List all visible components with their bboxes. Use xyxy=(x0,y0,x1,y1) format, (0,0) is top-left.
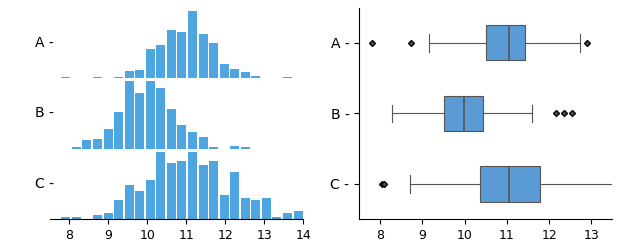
Bar xyxy=(146,49,155,78)
Bar xyxy=(104,129,112,149)
PathPatch shape xyxy=(486,25,526,60)
Y-axis label: C -: C - xyxy=(35,177,54,191)
Bar xyxy=(167,30,176,78)
Bar xyxy=(93,139,102,149)
Bar xyxy=(241,72,250,78)
Bar xyxy=(177,32,186,78)
Bar xyxy=(188,152,197,219)
Bar xyxy=(177,161,186,219)
Bar xyxy=(230,172,239,219)
Bar xyxy=(146,81,155,149)
Bar xyxy=(188,132,197,149)
Bar xyxy=(167,163,176,219)
Bar xyxy=(135,70,144,78)
Bar xyxy=(199,35,208,78)
Bar xyxy=(262,198,271,219)
Bar xyxy=(146,180,155,219)
Bar xyxy=(220,64,229,78)
Bar xyxy=(61,217,71,219)
Y-axis label: B -: B - xyxy=(35,106,54,120)
Bar xyxy=(114,112,123,149)
Bar xyxy=(283,77,292,78)
Bar xyxy=(272,217,281,219)
Bar xyxy=(82,140,91,149)
Bar xyxy=(230,69,239,78)
Bar xyxy=(135,191,144,219)
Bar xyxy=(177,125,186,149)
Bar xyxy=(72,217,81,219)
Bar xyxy=(209,161,218,219)
Bar xyxy=(93,77,102,78)
Y-axis label: A -: A - xyxy=(35,36,54,50)
Bar xyxy=(241,147,250,149)
Bar xyxy=(167,109,176,149)
Bar xyxy=(283,213,292,219)
Bar xyxy=(294,211,302,219)
Bar xyxy=(156,88,166,149)
Bar xyxy=(114,77,123,78)
Bar xyxy=(93,215,102,219)
Bar xyxy=(104,213,112,219)
Bar xyxy=(230,146,239,149)
Bar xyxy=(156,45,166,78)
Bar xyxy=(61,77,71,78)
Bar xyxy=(125,81,134,149)
Bar xyxy=(188,11,197,78)
Bar xyxy=(209,43,218,78)
Bar xyxy=(114,200,123,219)
PathPatch shape xyxy=(444,96,483,131)
Bar xyxy=(199,138,208,149)
PathPatch shape xyxy=(481,166,540,202)
Bar xyxy=(251,76,261,78)
Bar xyxy=(251,200,261,219)
Bar xyxy=(125,71,134,78)
Bar xyxy=(156,152,166,219)
Bar xyxy=(199,165,208,219)
Bar xyxy=(241,198,250,219)
Bar xyxy=(209,147,218,149)
Bar xyxy=(72,147,81,149)
Bar xyxy=(125,184,134,219)
Bar xyxy=(220,195,229,219)
Bar xyxy=(135,93,144,149)
